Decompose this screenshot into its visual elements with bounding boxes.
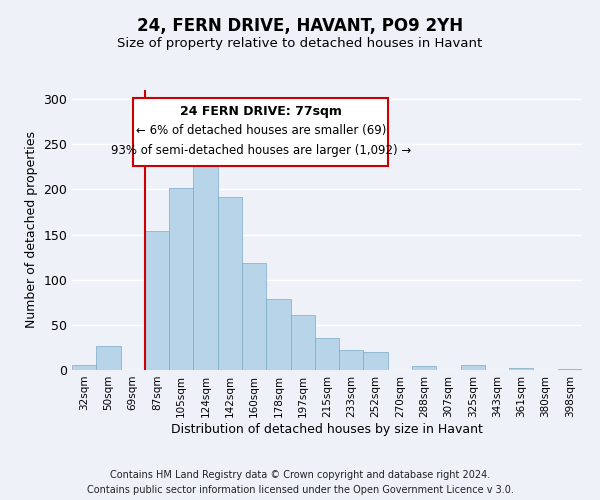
Bar [218,196,242,370]
Text: Size of property relative to detached houses in Havant: Size of property relative to detached ho… [118,38,482,51]
Bar [461,366,485,370]
Bar [169,188,193,370]
Bar [339,350,364,370]
Bar [72,364,96,370]
Bar [96,346,121,370]
Bar [558,369,582,370]
FancyBboxPatch shape [133,98,388,166]
Bar [290,315,315,370]
X-axis label: Distribution of detached houses by size in Havant: Distribution of detached houses by size … [171,422,483,436]
Bar [412,366,436,370]
Bar [509,368,533,370]
Text: 24, FERN DRIVE, HAVANT, PO9 2YH: 24, FERN DRIVE, HAVANT, PO9 2YH [137,18,463,36]
Bar [315,338,339,370]
Bar [242,262,266,370]
Text: 93% of semi-detached houses are larger (1,092) →: 93% of semi-detached houses are larger (… [110,144,411,157]
Text: ← 6% of detached houses are smaller (69): ← 6% of detached houses are smaller (69) [136,124,386,137]
Bar [266,298,290,370]
Text: Contains public sector information licensed under the Open Government Licence v : Contains public sector information licen… [86,485,514,495]
Bar [145,231,169,370]
Bar [364,352,388,370]
Text: 24 FERN DRIVE: 77sqm: 24 FERN DRIVE: 77sqm [180,106,341,118]
Bar [193,144,218,370]
Y-axis label: Number of detached properties: Number of detached properties [25,132,38,328]
Text: Contains HM Land Registry data © Crown copyright and database right 2024.: Contains HM Land Registry data © Crown c… [110,470,490,480]
